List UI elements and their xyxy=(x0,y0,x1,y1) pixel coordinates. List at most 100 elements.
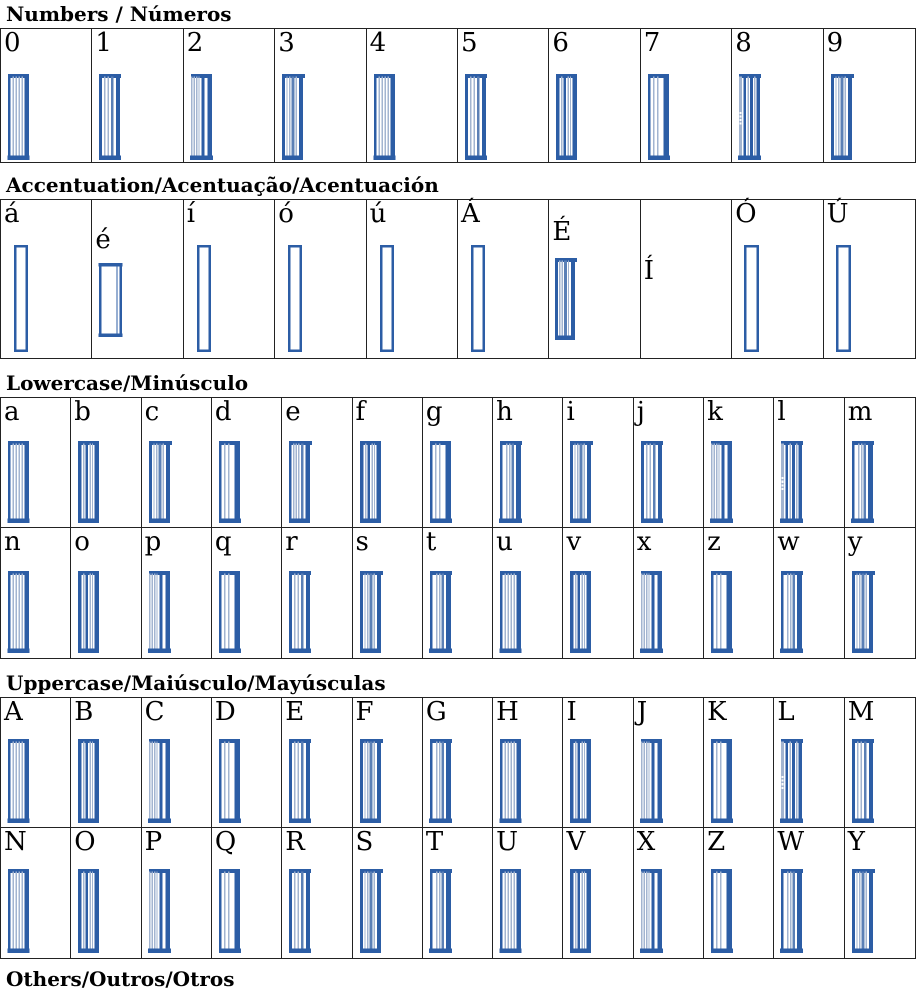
glyph-cell: L xyxy=(774,698,845,828)
cell-label: m xyxy=(847,397,873,427)
cell-label: M xyxy=(847,697,875,727)
gate-glyph-image xyxy=(639,571,663,653)
cell-label: A xyxy=(4,697,23,727)
glyph-cell: 7 xyxy=(640,28,733,162)
cell-label: 1 xyxy=(95,28,112,58)
glyph-cell: 6 xyxy=(549,29,641,162)
glyph-cell: m xyxy=(844,397,915,528)
glyph-cell: d xyxy=(211,397,283,528)
cell-label: R xyxy=(285,827,305,857)
cell-label: 7 xyxy=(643,28,661,58)
cell-label: Y xyxy=(847,827,865,857)
gate-glyph-image xyxy=(429,441,452,523)
glyph-cell: i xyxy=(563,398,634,528)
gate-glyph-image xyxy=(282,74,306,160)
gate-glyph-image xyxy=(780,571,804,653)
cell-label: d xyxy=(214,397,232,427)
glyph-cell: C xyxy=(141,697,212,828)
cell-label: É xyxy=(552,217,572,247)
outline-glyph-image xyxy=(196,245,211,352)
glyph-cell: W xyxy=(774,828,845,958)
glyph-cell: U xyxy=(493,827,564,958)
section-heading: Others/Outros/Otros xyxy=(6,967,235,991)
glyph-cell: c xyxy=(141,397,212,528)
glyph-cell: u xyxy=(493,527,564,658)
glyph-cell: R xyxy=(282,827,353,958)
cell-label: v xyxy=(566,527,582,557)
gate-glyph-image xyxy=(851,571,875,653)
cell-label: á xyxy=(4,199,20,229)
cell-label: c xyxy=(144,397,160,427)
cell-label: n xyxy=(4,527,21,557)
gate-glyph-image xyxy=(147,869,171,953)
cell-label: y xyxy=(847,527,863,557)
cell-label: B xyxy=(74,697,94,727)
gate-glyph-image xyxy=(428,571,452,653)
cell-label: 0 xyxy=(4,28,21,58)
cell-label: j xyxy=(636,397,645,427)
gate-glyph-image xyxy=(218,869,241,953)
glyph-cell: Ú xyxy=(823,200,915,358)
gate-glyph-image xyxy=(499,739,522,823)
glyph-cell: v xyxy=(563,527,634,658)
glyph-cell: 8 xyxy=(732,29,824,162)
glyph-cell: z xyxy=(704,528,775,658)
cell-label: Z xyxy=(707,827,726,857)
gate-glyph-image xyxy=(570,869,592,953)
glyph-cell: o xyxy=(71,528,142,658)
glyph-cell: p xyxy=(141,528,212,658)
outline-glyph-image xyxy=(471,245,485,352)
cell-label: 5 xyxy=(461,28,478,58)
glyph-cell: H xyxy=(493,697,564,828)
cell-label: T xyxy=(425,827,444,857)
gate-glyph-image xyxy=(851,739,874,823)
glyph-cell: í xyxy=(183,199,276,358)
gate-glyph-image xyxy=(7,441,30,523)
gate-glyph-image xyxy=(710,441,734,523)
cell-label: D xyxy=(214,697,236,727)
gate-glyph-image xyxy=(780,441,804,523)
outline-glyph-image xyxy=(288,245,303,352)
cell-label: é xyxy=(95,225,111,255)
cell-label: C xyxy=(144,697,165,727)
gate-glyph-image xyxy=(428,739,452,823)
cell-label: U xyxy=(496,827,519,857)
gate-glyph-image xyxy=(147,739,171,823)
section-heading: Uppercase/Maiúsculo/Mayúsculas xyxy=(6,671,386,695)
glyph-cell: N xyxy=(1,828,72,958)
glyph-cell: V xyxy=(563,828,634,958)
glyph-cell: 1 xyxy=(92,28,184,162)
gate-glyph-image xyxy=(780,869,804,953)
glyph-cell: J xyxy=(633,698,705,828)
glyph-cell: Ó xyxy=(732,200,824,358)
glyph-cell: É xyxy=(549,200,641,358)
gate-glyph-image xyxy=(189,74,213,160)
glyph-cell: 0 xyxy=(1,28,93,162)
cell-label: Í xyxy=(643,256,655,286)
gate-glyph-image xyxy=(289,571,312,653)
glyph-cell: G xyxy=(422,698,494,828)
glyph-cell: k xyxy=(704,398,775,528)
cell-label: 3 xyxy=(278,28,295,58)
glyph-cell: M xyxy=(844,697,915,828)
gate-glyph-image xyxy=(465,74,487,160)
gate-glyph-image xyxy=(639,869,663,953)
gate-glyph-image xyxy=(647,74,670,160)
cell-label: f xyxy=(355,397,366,427)
gate-glyph-image xyxy=(359,869,383,953)
glyph-cell: F xyxy=(352,698,423,828)
cell-label: í xyxy=(186,199,196,229)
gate-glyph-image xyxy=(218,571,241,653)
glyph-grid: A B C D E F G H I J K L M N O P Q R S T U V X Z W Y xyxy=(0,697,916,959)
cell-label: H xyxy=(496,697,519,727)
glyph-cell: j xyxy=(633,397,705,528)
glyph-grid: 0 1 2 3 4 5 6 7 8 9 xyxy=(0,28,916,163)
gate-glyph-image xyxy=(359,441,381,523)
glyph-cell: Y xyxy=(844,827,915,958)
glyph-cell: 9 xyxy=(823,29,915,162)
gate-glyph-image xyxy=(639,739,663,823)
cell-label: u xyxy=(496,527,513,557)
glyph-cell: B xyxy=(71,697,142,828)
outline-glyph-image xyxy=(744,245,760,352)
